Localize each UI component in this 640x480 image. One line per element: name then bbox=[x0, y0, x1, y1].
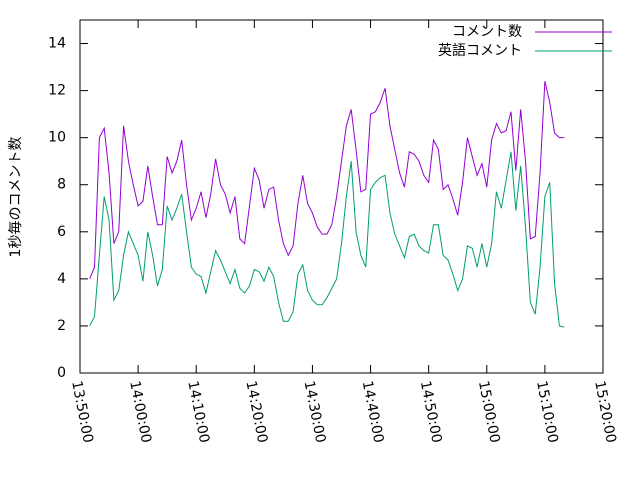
x-tick-label: 15:20:00 bbox=[591, 379, 619, 444]
y-tick-label: 0 bbox=[57, 365, 66, 381]
y-tick-label: 8 bbox=[57, 177, 66, 193]
y-tick-label: 4 bbox=[57, 271, 66, 287]
legend-label: コメント数 bbox=[452, 24, 522, 40]
series-line bbox=[89, 81, 565, 280]
x-tick-label: 14:20:00 bbox=[242, 379, 270, 444]
x-tick-label: 14:30:00 bbox=[301, 379, 329, 444]
x-tick-label: 14:00:00 bbox=[126, 379, 154, 444]
x-tick-label: 14:50:00 bbox=[417, 379, 445, 444]
y-tick-label: 12 bbox=[48, 83, 66, 99]
series-line bbox=[89, 151, 565, 328]
x-tick-label: 13:50:00 bbox=[68, 379, 96, 444]
x-tick-label: 14:10:00 bbox=[184, 379, 212, 444]
y-axis-label: 1秒毎のコメント数 bbox=[8, 137, 24, 258]
x-tick-label: 15:00:00 bbox=[475, 379, 503, 444]
x-tick-label: 15:10:00 bbox=[533, 379, 561, 444]
x-tick-label: 14:40:00 bbox=[359, 379, 387, 444]
plot-frame bbox=[79, 19, 604, 374]
y-tick-label: 6 bbox=[57, 224, 66, 240]
y-tick-label: 2 bbox=[57, 318, 66, 334]
legend-label: 英語コメント bbox=[438, 42, 522, 59]
y-tick-label: 14 bbox=[48, 36, 66, 52]
y-tick-label: 10 bbox=[48, 130, 66, 146]
